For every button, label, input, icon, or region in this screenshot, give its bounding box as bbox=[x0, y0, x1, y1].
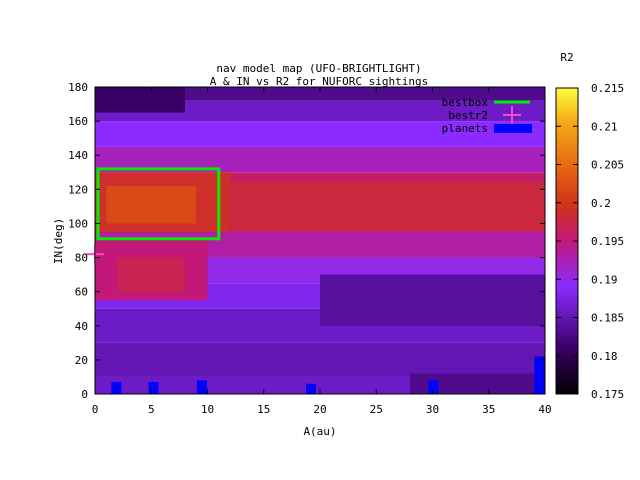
x-tick-label: 35 bbox=[482, 403, 495, 416]
heat-cell bbox=[95, 121, 545, 147]
legend-label: planets bbox=[442, 122, 488, 135]
heatmap-area bbox=[95, 87, 545, 394]
chart-title-line-1: nav model map (UFO-BRIGHTLIGHT) bbox=[216, 62, 421, 75]
legend-label: bestbox bbox=[442, 96, 489, 109]
x-axis-label: A(au) bbox=[303, 425, 336, 438]
x-tick-label: 40 bbox=[538, 403, 551, 416]
y-tick-label: 120 bbox=[68, 183, 88, 196]
colorbar-tick-label: 0.185 bbox=[591, 312, 624, 325]
x-tick-label: 10 bbox=[201, 403, 214, 416]
planet-bar bbox=[306, 383, 316, 394]
y-tick-label: 40 bbox=[75, 320, 88, 333]
planet-bar bbox=[111, 382, 122, 394]
x-tick-label: 15 bbox=[257, 403, 270, 416]
y-tick-label: 160 bbox=[68, 115, 88, 128]
colorbar-tick-label: 0.215 bbox=[591, 82, 624, 95]
heat-cell bbox=[320, 274, 545, 326]
chart-title-line-2: A & IN vs R2 for NUFORC sightings bbox=[210, 75, 429, 88]
y-tick-label: 60 bbox=[75, 286, 88, 299]
x-tick-label: 5 bbox=[148, 403, 155, 416]
colorbar-tick-label: 0.19 bbox=[591, 273, 618, 286]
y-tick-label: 0 bbox=[81, 388, 88, 401]
bestbox-rect bbox=[96, 167, 221, 241]
heat-cell bbox=[95, 87, 185, 113]
colorbar-tick-label: 0.175 bbox=[591, 388, 624, 401]
y-axis-ticks: 0 20 40 60 80 100 120 140 160 180 bbox=[68, 81, 545, 401]
heat-cell bbox=[410, 373, 545, 394]
x-tick-label: 25 bbox=[370, 403, 383, 416]
colorbar-label: R2 bbox=[560, 51, 573, 64]
planet-bar bbox=[148, 382, 159, 394]
x-tick-label: 20 bbox=[313, 403, 326, 416]
colorbar-tick-label: 0.2 bbox=[591, 197, 611, 210]
planet-bar bbox=[534, 356, 545, 394]
colorbar-tick-label: 0.205 bbox=[591, 159, 624, 172]
y-tick-label: 180 bbox=[68, 81, 88, 94]
colorbar-tick-label: 0.195 bbox=[591, 235, 624, 248]
overlay-layer bbox=[86, 167, 545, 394]
colorbar-ticks: 0.215 0.21 0.205 0.2 0.195 0.19 0.185 0.18 0.175 bbox=[556, 82, 624, 401]
heat-cell bbox=[106, 185, 197, 224]
planet-bar bbox=[428, 380, 439, 394]
x-tick-label: 0 bbox=[92, 403, 99, 416]
legend-label: bestr2 bbox=[448, 109, 488, 122]
y-tick-label: 80 bbox=[75, 252, 88, 265]
y-tick-label: 100 bbox=[68, 217, 88, 230]
x-axis-ticks: 0 5 10 15 20 25 30 35 40 bbox=[92, 87, 552, 416]
colorbar-tick-label: 0.21 bbox=[591, 120, 618, 133]
y-tick-label: 140 bbox=[68, 149, 88, 162]
legend-swatch-box bbox=[494, 124, 532, 133]
heat-cell bbox=[230, 182, 545, 231]
heat-cell bbox=[95, 100, 545, 122]
y-axis-label: IN(deg) bbox=[52, 218, 65, 264]
colorbar-tick-label: 0.18 bbox=[591, 350, 618, 363]
y-tick-label: 20 bbox=[75, 354, 88, 367]
heat-cell bbox=[95, 342, 545, 377]
x-tick-label: 30 bbox=[426, 403, 439, 416]
heat-cell bbox=[117, 257, 185, 292]
planet-bar bbox=[196, 380, 207, 394]
